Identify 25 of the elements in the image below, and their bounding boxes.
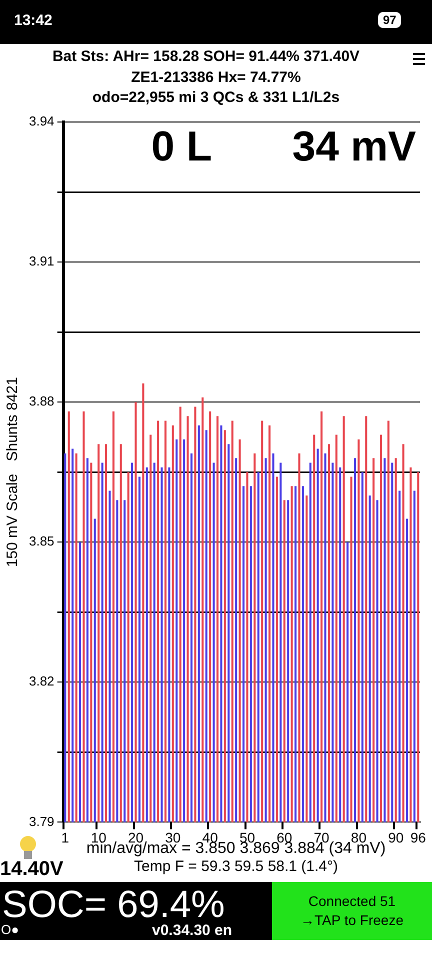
chart-subtitle: ZE1-213386 Hx= 74.77% [130, 69, 302, 86]
text: →TAP to Freeze [300, 912, 404, 928]
y-tick-label: 3.82 [28, 674, 54, 689]
text: 97 [378, 12, 402, 28]
x-tick-label: 90 [388, 829, 404, 846]
text: Temp F = 59.3 59.5 58.1 (1.4°) [134, 858, 338, 875]
text: odo=22,955 mi 3 QCs & 331 L1/L2s [91, 89, 341, 106]
text: Connected 51 [307, 893, 397, 909]
annotation: 0 L [151, 122, 212, 170]
text: 14.40V [0, 858, 64, 881]
y-tick-label: 3.79 [28, 814, 54, 829]
y-tick-label: 3.91 [28, 254, 54, 269]
x-tick-label: 96 [410, 829, 426, 846]
x-tick-label: 1 [61, 829, 70, 846]
x-tick-label: 30 [165, 829, 181, 846]
y-tick-label: 3.94 [28, 114, 54, 129]
x-tick-label: 10 [90, 829, 107, 846]
annotation: 34 mV [292, 122, 416, 170]
chart-title: Bat Sts: AHr= 158.28 SOH= 91.44% 371.40V [51, 48, 361, 65]
x-tick-label: 20 [128, 829, 144, 846]
y-tick-label: 3.85 [28, 534, 54, 549]
y-tick-label: 3.88 [28, 394, 54, 409]
text: 13:42 [14, 12, 52, 29]
x-tick-label: 80 [350, 829, 367, 846]
y-axis-title: 150 mV Scale Shunts 8421 [4, 377, 22, 568]
